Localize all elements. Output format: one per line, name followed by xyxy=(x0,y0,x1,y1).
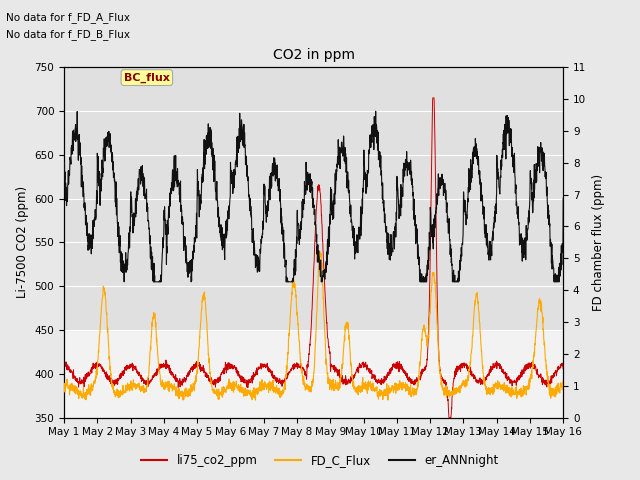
Legend: li75_co2_ppm, FD_C_Flux, er_ANNnight: li75_co2_ppm, FD_C_Flux, er_ANNnight xyxy=(137,449,503,472)
Y-axis label: FD chamber flux (ppm): FD chamber flux (ppm) xyxy=(592,174,605,311)
Text: BC_flux: BC_flux xyxy=(124,72,170,83)
Text: No data for f_FD_B_Flux: No data for f_FD_B_Flux xyxy=(6,29,131,40)
Bar xyxy=(64,67,563,330)
Y-axis label: Li-7500 CO2 (ppm): Li-7500 CO2 (ppm) xyxy=(16,186,29,299)
Title: CO2 in ppm: CO2 in ppm xyxy=(273,48,355,62)
Text: No data for f_FD_A_Flux: No data for f_FD_A_Flux xyxy=(6,12,131,23)
